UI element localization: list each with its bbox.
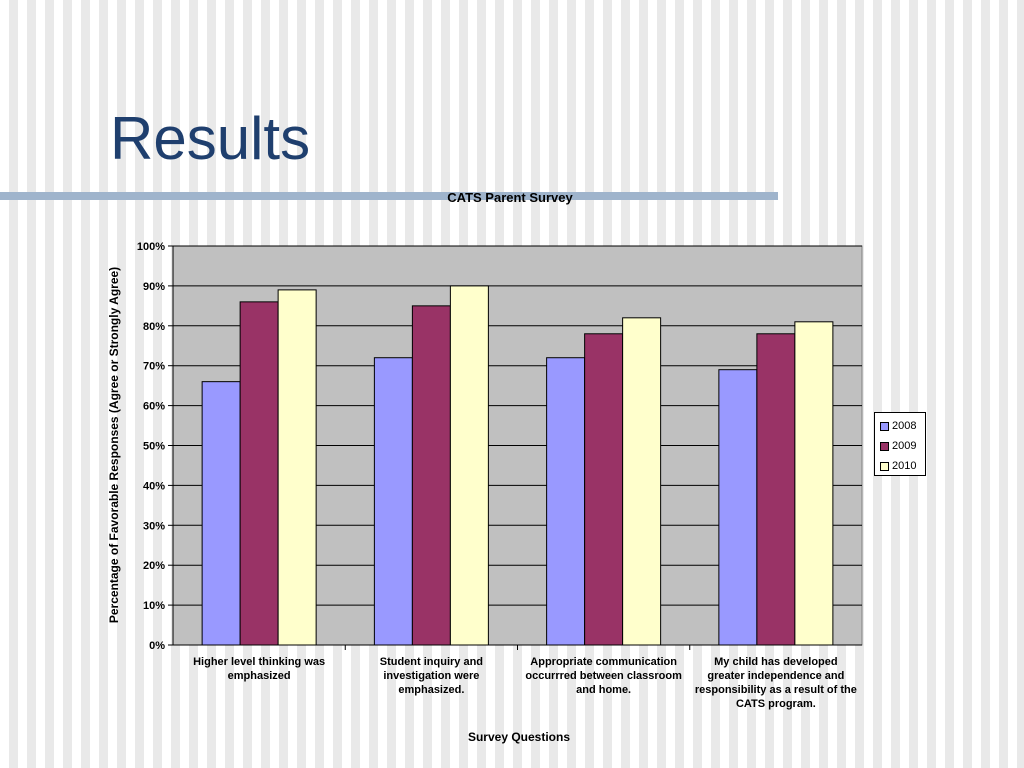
bar-2008 — [546, 357, 586, 646]
chart-title: CATS Parent Survey — [447, 190, 573, 205]
bar-2010 — [277, 289, 317, 646]
x-tick-label-line: emphasized. — [398, 684, 464, 696]
y-tick-label: 70% — [143, 361, 165, 373]
y-tick-label: 100% — [137, 241, 165, 253]
legend-item-2009: 2009 — [880, 436, 925, 456]
y-tick-label: 50% — [143, 441, 165, 453]
y-tick-label: 30% — [143, 520, 165, 532]
x-tick-label-line: CATS program. — [736, 698, 816, 710]
bar-2008 — [718, 369, 758, 646]
x-tick-label-line: Student inquiry and — [380, 656, 483, 668]
legend-swatch-2010 — [880, 461, 889, 471]
y-tick-label: 20% — [143, 560, 165, 572]
x-tick-label-line: Appropriate communication — [530, 656, 677, 668]
bar-2008 — [201, 381, 241, 646]
x-tick-label: Higher level thinking was emphasized — [193, 656, 325, 682]
legend-swatch-2009 — [880, 441, 889, 451]
bar-2009 — [756, 333, 796, 646]
bar-2009 — [584, 333, 624, 646]
y-tick-label: 80% — [143, 321, 165, 333]
bar-2010 — [449, 285, 489, 646]
x-tick-label-line: Higher level thinking was — [193, 656, 325, 668]
x-tick-label-line: My child has developed — [714, 656, 837, 668]
y-tick-label: 60% — [143, 401, 165, 413]
legend: 2008 2009 2010 — [874, 412, 926, 476]
y-tick-label: 10% — [143, 600, 165, 612]
bar-2008 — [373, 357, 413, 646]
x-tick-label-line: occurrred between classroom — [525, 670, 682, 682]
y-axis-label: Percentage of Favorable Responses (Agree… — [107, 267, 121, 623]
title-rule — [0, 192, 778, 200]
x-tick-label: My child has developed greater independen… — [695, 656, 857, 710]
x-tick-label: Student inquiry and investigation were emp… — [380, 656, 483, 696]
y-tick-label: 40% — [143, 480, 165, 492]
bar-2010 — [794, 321, 834, 646]
plot-area: 0% 10% 20% 30% 40% 50% 60% 70% 80% 90% 100% Higher … — [137, 241, 863, 710]
y-tick-label: 90% — [143, 281, 165, 293]
x-tick-label-line: investigation were — [383, 670, 479, 682]
x-tick-label-line: emphasized — [228, 670, 291, 682]
bar-2010 — [622, 317, 662, 646]
slide-title: Results — [110, 105, 311, 172]
legend-label-2009: 2009 — [892, 440, 917, 452]
y-tick-label: 0% — [149, 640, 165, 652]
x-tick-label-line: and home. — [576, 684, 631, 696]
bar-2009 — [239, 301, 279, 646]
legend-item-2008: 2008 — [880, 416, 925, 436]
legend-item-2010: 2010 — [880, 456, 925, 476]
legend-label-2010: 2010 — [892, 460, 917, 472]
legend-swatch-2008 — [880, 421, 889, 431]
x-tick-label: Appropriate communication occurrred betwe… — [525, 656, 682, 696]
x-tick-label-line: greater independence and — [707, 670, 844, 682]
legend-label-2008: 2008 — [892, 420, 917, 432]
x-tick-label-line: responsibility as a result of the — [695, 684, 857, 696]
bar-2009 — [411, 305, 451, 646]
x-axis-label: Survey Questions — [468, 730, 570, 744]
